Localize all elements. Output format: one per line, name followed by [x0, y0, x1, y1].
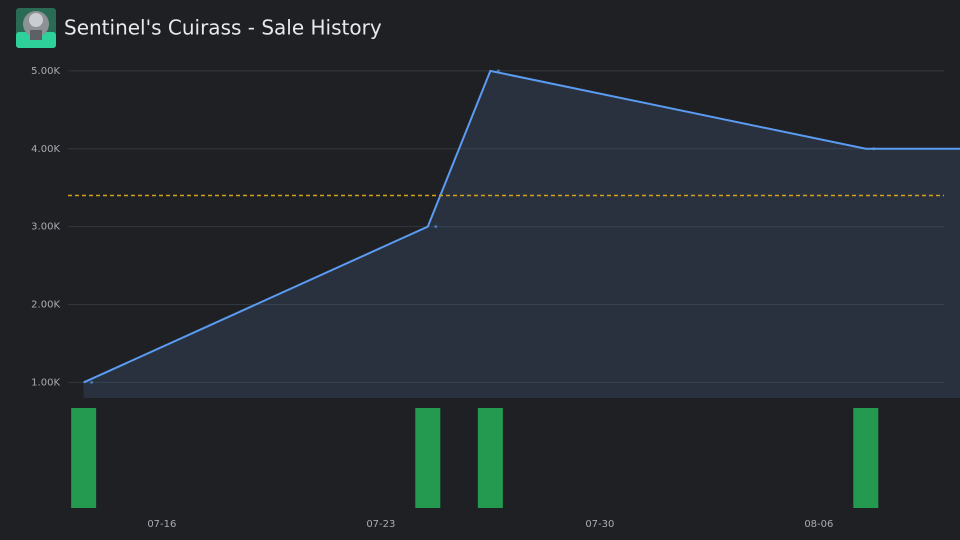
y-tick-label: 1.00K [31, 377, 60, 388]
y-tick-label: 4.00K [31, 144, 60, 155]
x-tick-label: 07-16 [147, 519, 176, 530]
y-tick-label: 2.00K [31, 300, 60, 311]
chart-title: Sentinel's Cuirass - Sale History [64, 16, 382, 40]
volume-bar [853, 408, 879, 508]
y-tick-label: 3.00K [31, 222, 60, 233]
point [872, 147, 876, 151]
x-tick-label: 08-06 [804, 519, 833, 530]
volume-bar [71, 408, 97, 508]
x-tick-label: 07-30 [585, 519, 614, 530]
volume-bar [477, 408, 503, 508]
item-icon [16, 8, 56, 48]
x-tick-label: 07-23 [366, 519, 395, 530]
point [90, 380, 94, 384]
point [496, 69, 500, 73]
point [434, 225, 438, 229]
y-tick-label: 5.00K [31, 66, 60, 77]
area [83, 70, 960, 398]
volume-bar [415, 408, 441, 508]
price-line [83, 69, 960, 384]
